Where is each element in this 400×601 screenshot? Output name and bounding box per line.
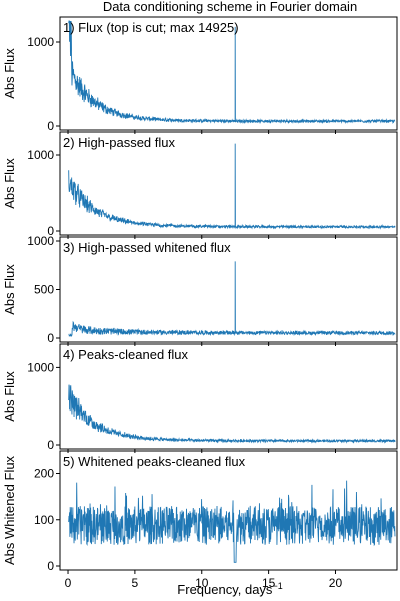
y-tick-label: 1000	[27, 35, 54, 49]
y-tick-label: 200	[34, 467, 54, 481]
y-axis-label: Abs Flux	[2, 371, 17, 422]
panel-title: 1) Flux (top is cut; max 14925)	[63, 20, 239, 35]
panel-title: 3) High-passed whitened flux	[63, 240, 231, 255]
panel-5: 0 100 200 0 5 10 15 20 5) Whitened peaks-cleaned…	[2, 450, 398, 590]
y-tick-label: 0	[47, 438, 54, 452]
y-axis-label: Abs Whitened Flux	[2, 455, 17, 565]
x-tick-label: 0	[65, 576, 72, 590]
y-tick-label: 1000	[27, 360, 54, 374]
x-axis-label: Frequency, days−1	[177, 581, 282, 597]
y-tick-label: 1000	[27, 148, 54, 162]
y-tick-label: 0	[47, 559, 54, 573]
x-tick-label: 15	[262, 576, 276, 590]
panel-3: 0 500 1000 3) High-passed whitened flux Abs …	[2, 234, 398, 346]
panel-title: 4) Peaks-cleaned flux	[63, 347, 189, 362]
panel-2: 0 1000 2) High-passed flux Abs Flux	[2, 131, 398, 239]
y-axis-label: Abs Flux	[2, 264, 17, 315]
y-tick-label: 100	[34, 513, 54, 527]
panel-title: 2) High-passed flux	[63, 135, 175, 150]
panel-frame	[59, 450, 398, 571]
series-line-2	[68, 143, 396, 230]
y-tick-label: 1000	[27, 234, 54, 248]
figure-title: Data conditioning scheme in Fourier doma…	[103, 0, 357, 14]
y-axis-label: Abs Flux	[2, 158, 17, 209]
x-axis-label-text: Frequency, days	[177, 582, 273, 597]
y-tick-label: 0	[47, 119, 54, 133]
series-line-5	[68, 480, 396, 563]
y-tick-label: 0	[47, 224, 54, 238]
series-line-4	[68, 384, 396, 444]
panel-1: 0 1000 1) Flux (top is cut; max 14925) Abs …	[2, 16, 398, 134]
panel-frame	[59, 16, 398, 131]
x-tick-label: 10	[195, 576, 209, 590]
panel-4: 0 1000 4) Peaks-cleaned flux Abs Flux	[2, 343, 398, 453]
panel-frame	[59, 131, 398, 236]
x-tick-label: 20	[329, 576, 343, 590]
x-axis-label-exponent: −1	[272, 581, 282, 591]
y-tick-label: 0	[47, 331, 54, 345]
series-line-1	[68, 20, 396, 125]
x-tick-label: 5	[132, 576, 139, 590]
y-axis-label: Abs Flux	[2, 48, 17, 99]
y-tick-label: 500	[34, 283, 54, 297]
series-line-3	[68, 261, 396, 337]
panel-frame	[59, 343, 398, 450]
panel-title: 5) Whitened peaks-cleaned flux	[63, 454, 246, 469]
